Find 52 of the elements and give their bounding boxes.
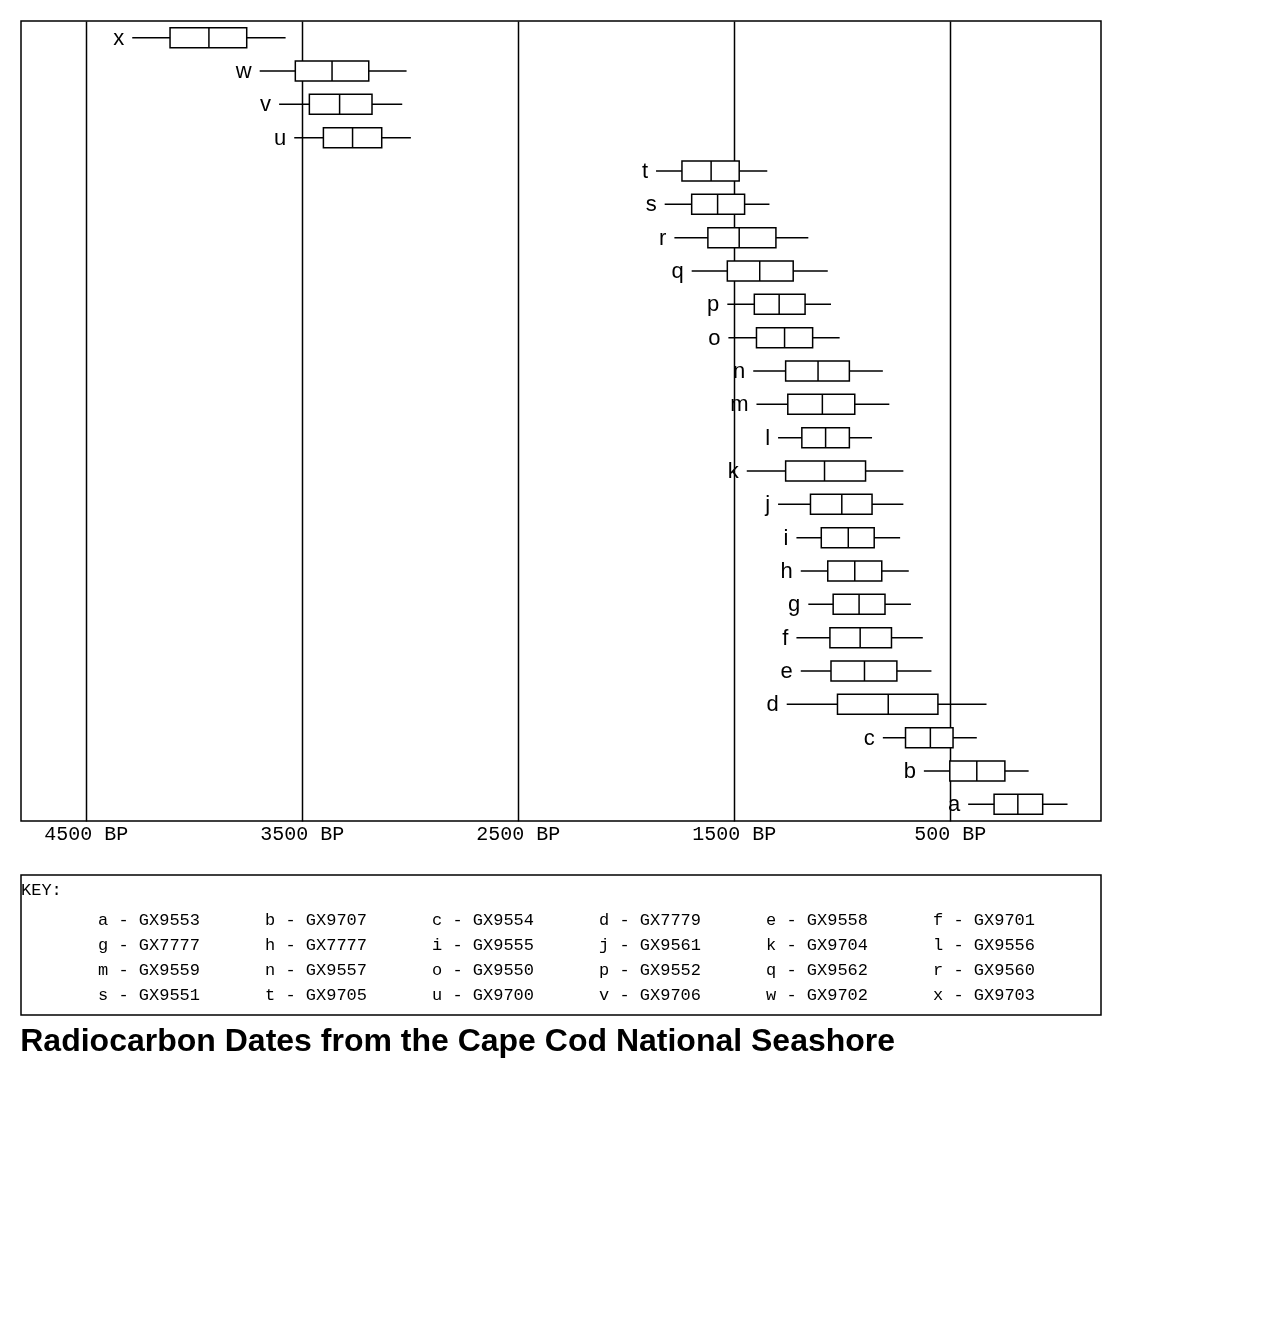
text: s - GX9551 [98,986,201,1005]
y-tick-label: s [645,191,657,217]
x-tick-label: 500 BP [914,822,987,846]
y-tick-label: f [782,624,790,650]
y-tick-label: c [863,724,875,750]
text: o - GX9550 [432,961,535,980]
text: h - GX7777 [265,936,368,955]
text: v - GX9706 [599,986,702,1005]
text: x - GX9703 [933,986,1036,1005]
y-tick-label: v [260,91,272,117]
text: KEY: [21,881,62,900]
text: l - GX9556 [933,936,1036,955]
y-tick-label: o [708,324,721,350]
text: f - GX9701 [933,911,1036,930]
y-tick-label: j [764,491,771,517]
text: w - GX9702 [766,986,869,1005]
y-tick-label: d [766,691,779,717]
text: p - GX9552 [599,961,702,980]
y-tick-label: t [641,158,649,183]
text: e - GX9558 [766,911,869,930]
x-tick-label: 1500 BP [692,822,777,846]
text: Radiocarbon Dates from the Cape Cod National Seashore [20,1021,896,1058]
y-tick-label: e [780,658,793,683]
y-tick-label: l [765,424,771,450]
y-tick-label: r [659,224,667,250]
text: g - GX7777 [98,936,201,955]
y-tick-label: b [903,758,916,783]
text: u - GX9700 [432,986,535,1005]
y-tick-label: p [707,291,720,317]
text: d - GX7779 [599,911,702,930]
y-tick-label: w [234,58,252,83]
x-tick-label: 4500 BP [44,822,129,846]
text: c - GX9554 [432,911,535,930]
text: q - GX9562 [766,961,869,980]
text: b - GX9707 [265,911,368,930]
x-tick-label: 2500 BP [476,822,561,846]
y-tick-label: h [780,558,793,583]
y-tick-label: i [783,524,789,550]
y-tick-label: n [732,358,746,383]
text: t - GX9705 [265,986,368,1005]
y-tick-label: q [671,258,684,283]
x-tick-label: 3500 BP [260,822,345,846]
y-tick-label: x [113,24,125,50]
text: r - GX9560 [933,961,1036,980]
text: i - GX9555 [432,936,535,955]
text: a - GX9553 [98,911,201,930]
text: k - GX9704 [766,936,869,955]
text: m - GX9559 [98,961,201,980]
text: j - GX9561 [599,936,702,955]
text: n - GX9557 [265,961,368,980]
y-tick-label: u [273,124,287,150]
y-tick-label: g [788,591,801,617]
